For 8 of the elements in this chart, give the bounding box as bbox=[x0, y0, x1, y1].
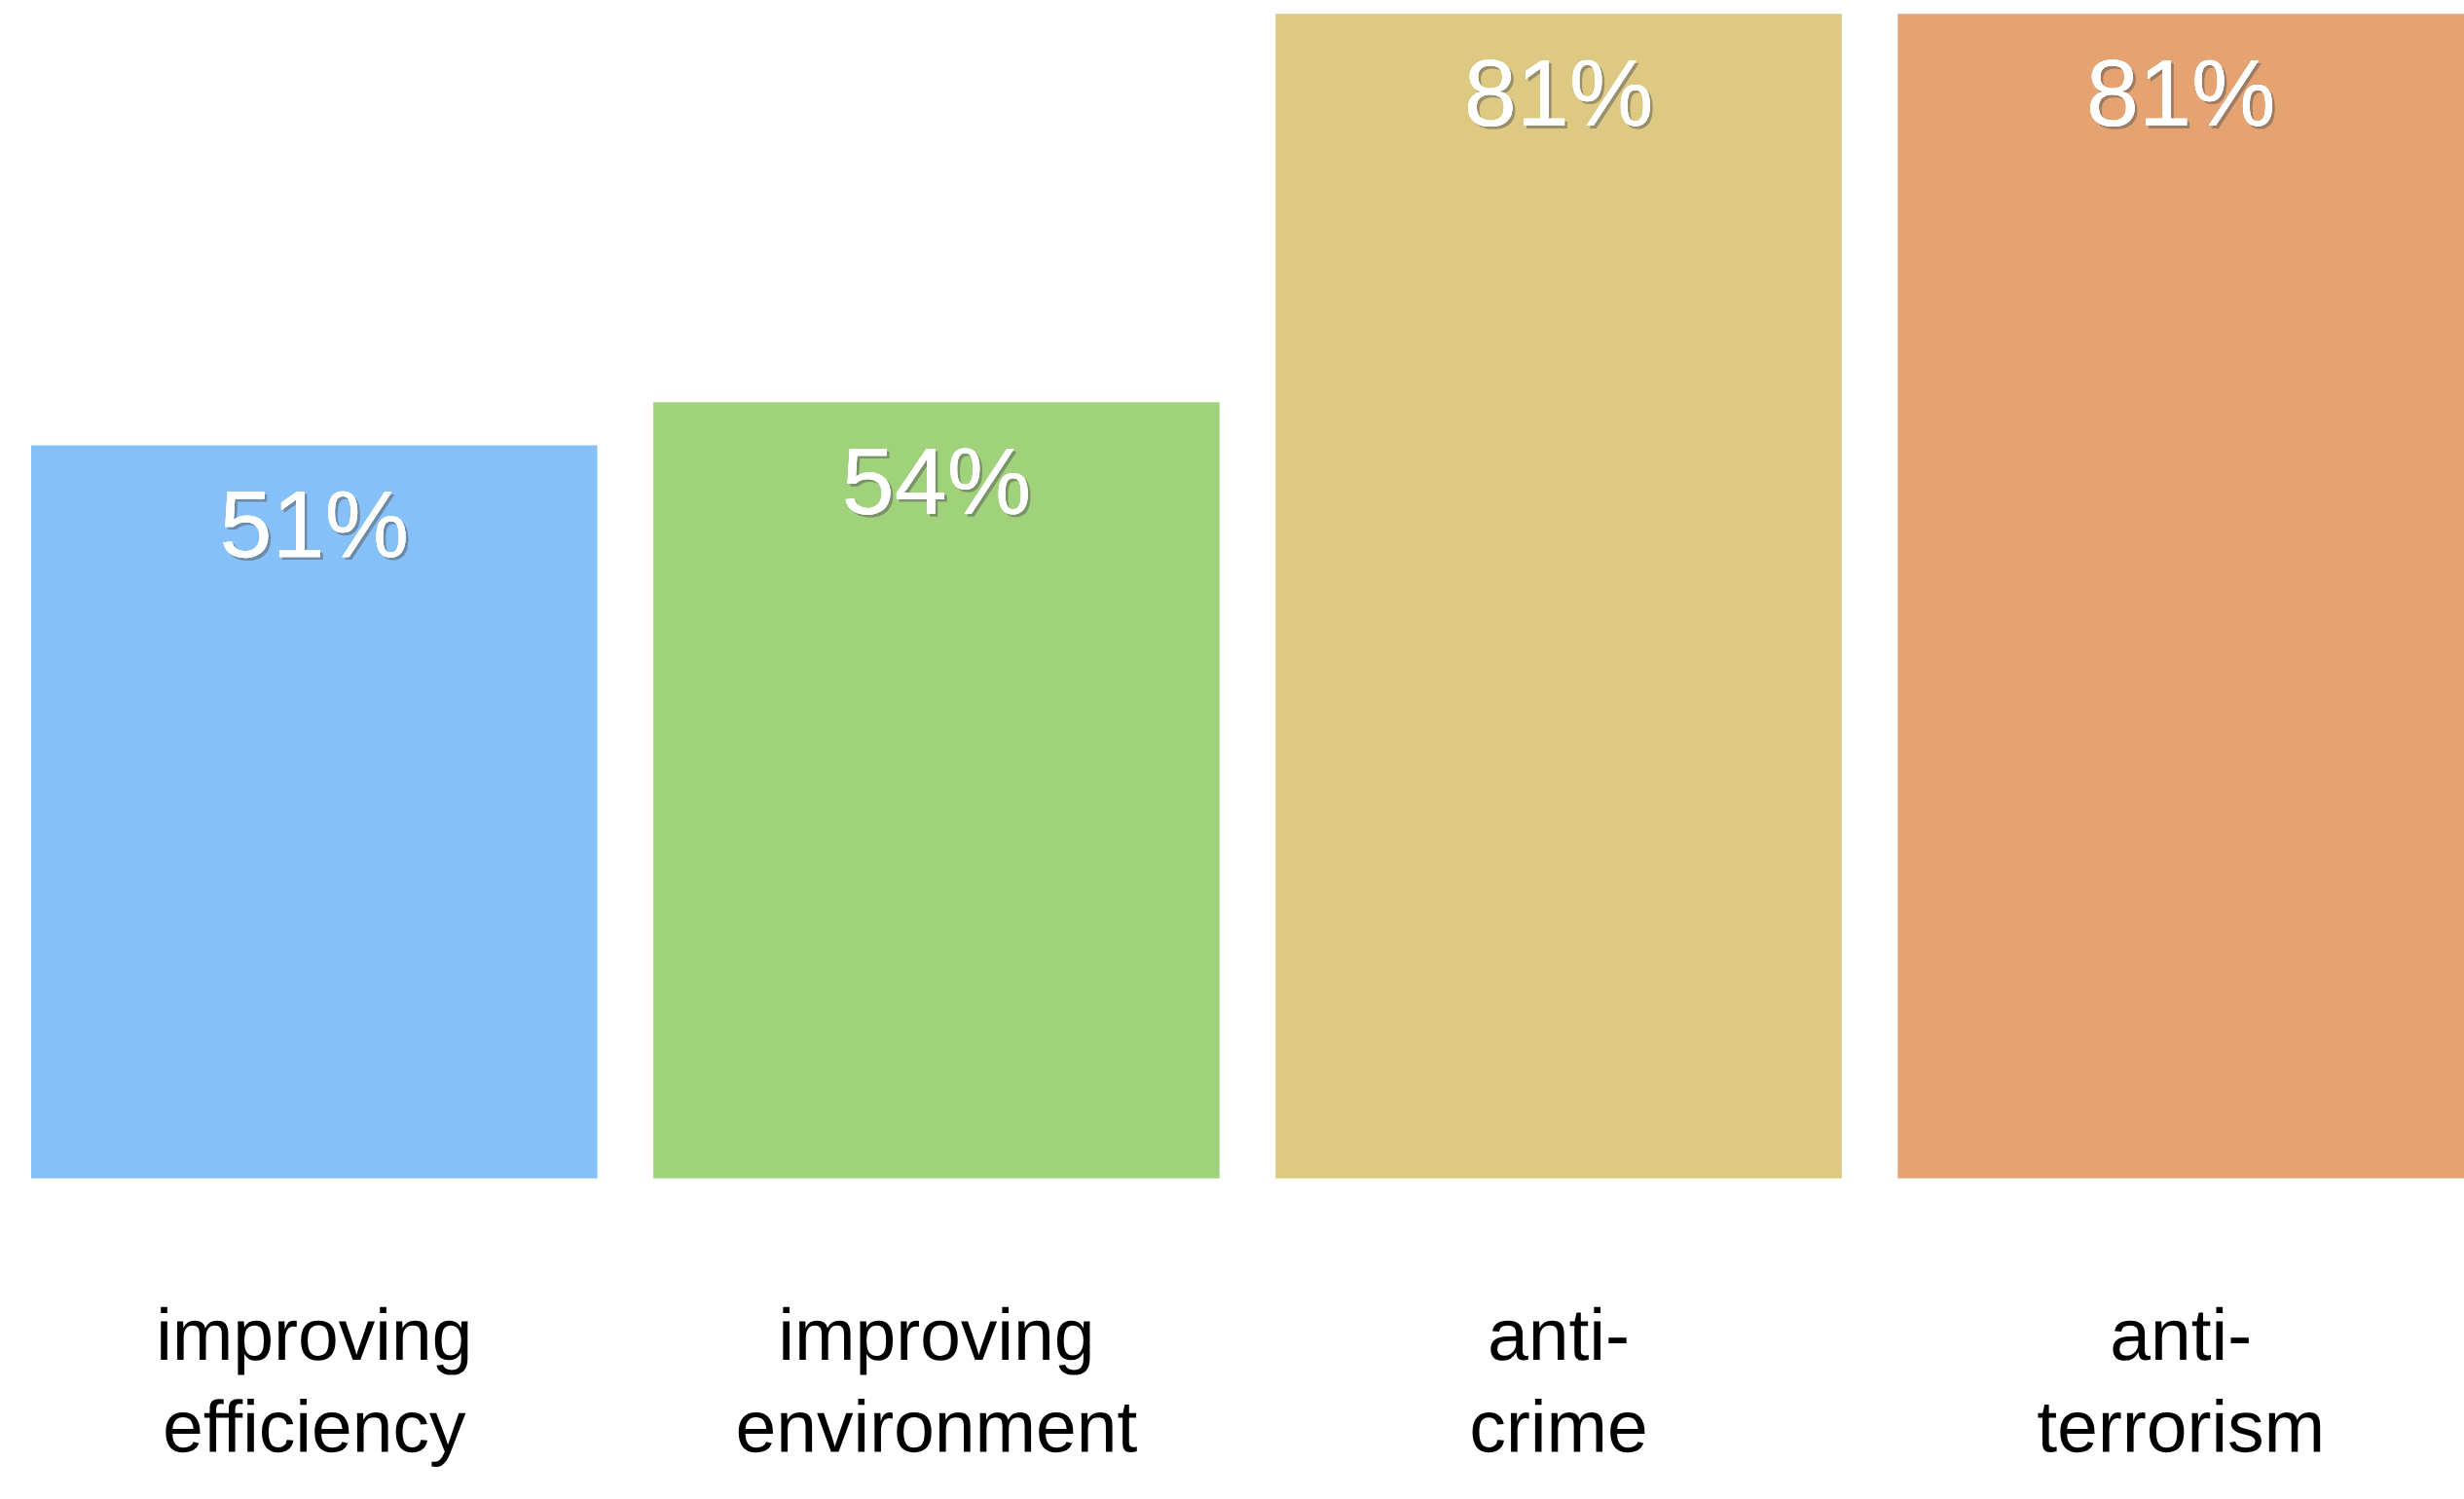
x-tick-label: improving efficiency bbox=[161, 1306, 468, 1467]
data-label: 81% bbox=[1467, 59, 1653, 129]
x-tick-label: improving environment bbox=[738, 1306, 1137, 1453]
data-label: 81% bbox=[2090, 59, 2275, 129]
data-label: 54% bbox=[845, 448, 1031, 518]
data-label: 51% bbox=[223, 491, 409, 561]
x-tick-label: anti- crime bbox=[1472, 1306, 1645, 1453]
x-tick-label: anti- terrorism bbox=[2038, 1306, 2321, 1453]
